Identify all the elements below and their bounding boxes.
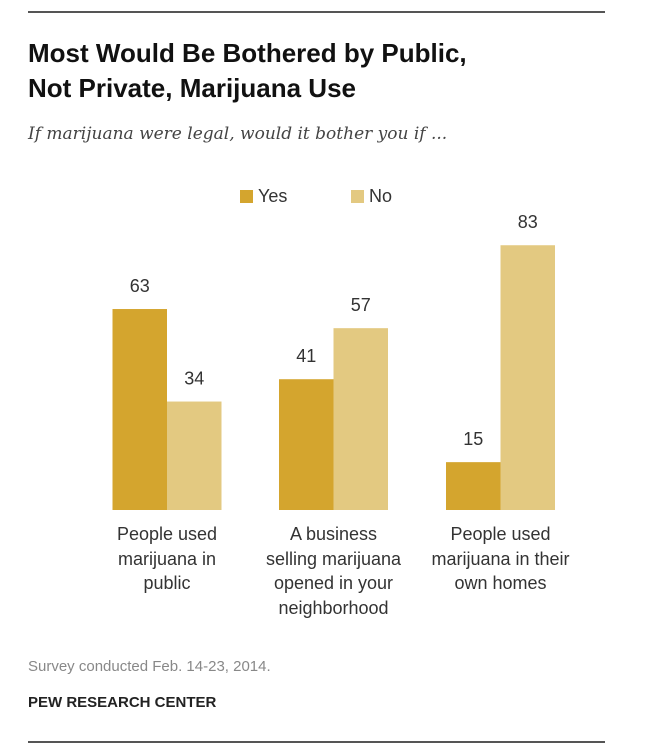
category-label-line: marijuana in their [431, 548, 570, 569]
category-label-line: marijuana in [117, 548, 217, 569]
data-label-yes-2: 41 [296, 346, 316, 366]
category-label-line: People used [450, 524, 551, 544]
title-line-2: Not Private, Marijuana Use [28, 73, 356, 103]
top-rule [28, 11, 605, 13]
bar-no-3 [500, 245, 555, 511]
category-label-line: opened in your [273, 573, 394, 593]
title-line-1: Most Would Be Bothered by Public, [28, 38, 467, 68]
legend-yes: Yes [240, 186, 287, 207]
category-label-2: A business selling marijuana opened in you… [249, 522, 419, 620]
category-label-line: People used [116, 524, 218, 544]
bar-yes-1 [112, 309, 167, 510]
category-label-3: People used marijuana in their own homes [416, 522, 586, 596]
bar-no-2 [333, 328, 388, 510]
bottom-rule [28, 741, 605, 743]
chart-title: Most Would Be Bothered by Public, Not Pr… [28, 36, 467, 106]
category-label-line: selling marijuana [265, 548, 402, 569]
legend-swatch-no [351, 190, 364, 203]
category-label-line: own homes [454, 573, 547, 593]
survey-note: Survey conducted Feb. 14-23, 2014. [28, 658, 271, 675]
legend-no: No [351, 186, 392, 207]
legend-label-no: No [369, 186, 393, 206]
bar-no-1 [167, 401, 222, 510]
data-label-no-3: 83 [518, 212, 538, 232]
data-label-no-2: 57 [351, 295, 371, 315]
data-label-yes-3: 15 [463, 429, 483, 449]
data-label-yes-1: 63 [130, 276, 150, 296]
source-label: PEW RESEARCH CENTER [28, 694, 217, 711]
legend-swatch-yes [240, 190, 253, 203]
legend-label-yes: Yes [258, 186, 288, 206]
category-label-1: People used marijuana in public [82, 522, 252, 596]
bar-yes-2 [279, 379, 334, 510]
chart-subtitle: If marijuana were legal, would it bother… [28, 124, 448, 144]
category-label-line: public [143, 573, 191, 593]
bar-yes-3 [446, 462, 501, 510]
data-label-no-1: 34 [184, 369, 204, 389]
category-label-line: A business [289, 524, 378, 544]
category-label-line: neighborhood [278, 597, 389, 618]
